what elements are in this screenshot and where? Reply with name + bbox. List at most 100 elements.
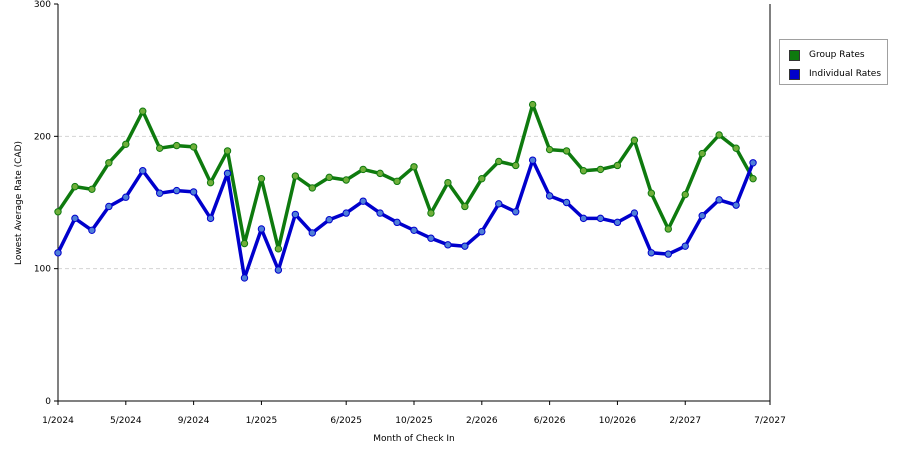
data-point-individual-rates: [393, 218, 401, 227]
y-tick-label: 200: [34, 132, 51, 142]
data-point-group-rates: [206, 178, 215, 187]
data-point-group-rates: [562, 147, 571, 155]
data-point-individual-rates: [359, 197, 367, 205]
data-point-individual-rates: [189, 188, 198, 196]
legend-item-group-rates: Group Rates: [789, 48, 865, 62]
data-point-group-rates: [189, 143, 198, 151]
data-point-individual-rates: [88, 226, 96, 234]
data-point-individual-rates: [495, 200, 503, 208]
data-point-group-rates: [88, 185, 96, 193]
series-line-individual-rates: [56, 158, 755, 280]
data-point-group-rates: [71, 182, 79, 191]
data-point-individual-rates: [105, 202, 113, 211]
data-point-group-rates: [308, 184, 316, 192]
data-point-individual-rates: [342, 209, 350, 217]
data-point-individual-rates: [122, 193, 130, 201]
legend-item-individual-rates: Individual Rates: [789, 67, 881, 81]
data-point-individual-rates: [647, 249, 656, 257]
data-point-individual-rates: [71, 214, 79, 223]
data-point-group-rates: [54, 208, 62, 216]
data-point-group-rates: [613, 161, 622, 170]
data-point-individual-rates: [478, 227, 486, 236]
data-point-individual-rates: [630, 209, 639, 217]
data-point-group-rates: [410, 163, 418, 171]
data-point-group-rates: [376, 169, 384, 178]
data-point-group-rates: [156, 144, 164, 152]
data-point-group-rates: [223, 147, 232, 155]
x-tick-label: 7/2027: [754, 416, 786, 426]
data-point-group-rates: [647, 189, 656, 197]
x-tick-label: 10/2025: [395, 416, 432, 426]
data-point-individual-rates: [139, 167, 147, 175]
data-point-individual-rates: [596, 214, 605, 223]
legend-label-individual-rates: Individual Rates: [809, 69, 882, 79]
data-point-group-rates: [325, 173, 333, 182]
data-point-individual-rates: [732, 201, 740, 209]
data-point-group-rates: [596, 165, 605, 174]
data-point-group-rates: [291, 172, 300, 180]
data-point-individual-rates: [274, 266, 283, 274]
data-point-individual-rates: [291, 210, 300, 219]
data-point-group-rates: [681, 190, 689, 199]
data-point-individual-rates: [410, 226, 418, 234]
legend-swatch-group-rates: [789, 49, 800, 61]
legend: Group Rates Individual Rates: [779, 39, 888, 85]
y-axis-title: Lowest Average Rate (CAD): [14, 141, 24, 265]
data-point-individual-rates: [512, 208, 520, 216]
x-tick-label: 10/2026: [599, 416, 637, 426]
data-point-group-rates: [478, 174, 486, 183]
legend-label-group-rates: Group Rates: [809, 50, 865, 60]
data-point-group-rates: [274, 245, 283, 253]
data-point-individual-rates: [206, 214, 215, 223]
data-point-individual-rates: [461, 242, 469, 250]
y-tick-label: 100: [34, 265, 51, 275]
data-point-group-rates: [139, 107, 147, 115]
data-point-individual-rates: [427, 234, 435, 242]
legend-swatch-individual-rates: [789, 68, 800, 80]
data-point-individual-rates: [308, 229, 316, 237]
data-point-individual-rates: [172, 186, 181, 195]
x-tick-label: 1/2025: [246, 416, 278, 426]
data-point-group-rates: [545, 145, 554, 154]
data-point-group-rates: [427, 209, 435, 217]
data-point-group-rates: [630, 136, 639, 145]
data-point-individual-rates: [562, 198, 571, 207]
data-point-group-rates: [172, 141, 181, 150]
x-tick-label: 5/2024: [110, 416, 142, 426]
data-point-group-rates: [105, 159, 113, 167]
x-tick-label: 6/2026: [534, 416, 566, 426]
data-point-individual-rates: [376, 209, 384, 217]
data-point-individual-rates: [240, 274, 249, 282]
data-point-individual-rates: [749, 159, 757, 167]
data-point-group-rates: [461, 202, 469, 211]
y-tick-label: 0: [45, 397, 51, 407]
x-tick-label: 2/2026: [466, 416, 498, 426]
data-point-individual-rates: [223, 169, 232, 178]
data-point-group-rates: [715, 131, 723, 139]
x-tick-label: 9/2024: [178, 416, 210, 426]
data-point-group-rates: [240, 239, 249, 248]
grid-lines: [58, 135, 770, 270]
data-point-individual-rates: [698, 212, 706, 220]
data-point-individual-rates: [325, 216, 333, 224]
data-point-group-rates: [257, 174, 266, 183]
data-point-group-rates: [495, 157, 503, 166]
data-point-group-rates: [444, 178, 452, 187]
data-point-group-rates: [393, 177, 401, 186]
data-point-individual-rates: [528, 156, 537, 164]
x-axis-title: Month of Check In: [373, 434, 455, 444]
data-point-group-rates: [342, 176, 350, 184]
data-point-individual-rates: [579, 214, 588, 223]
x-tick-label: 6/2025: [330, 416, 362, 426]
data-point-individual-rates: [664, 250, 672, 258]
data-point-individual-rates: [681, 242, 689, 250]
data-point-group-rates: [698, 149, 706, 158]
data-point-group-rates: [579, 167, 588, 175]
data-point-individual-rates: [613, 218, 622, 227]
data-point-individual-rates: [444, 241, 452, 249]
x-tick-label: 2/2027: [669, 416, 701, 426]
data-point-group-rates: [528, 100, 537, 109]
data-point-group-rates: [122, 140, 130, 148]
x-tick-label: 1/2024: [42, 416, 74, 426]
